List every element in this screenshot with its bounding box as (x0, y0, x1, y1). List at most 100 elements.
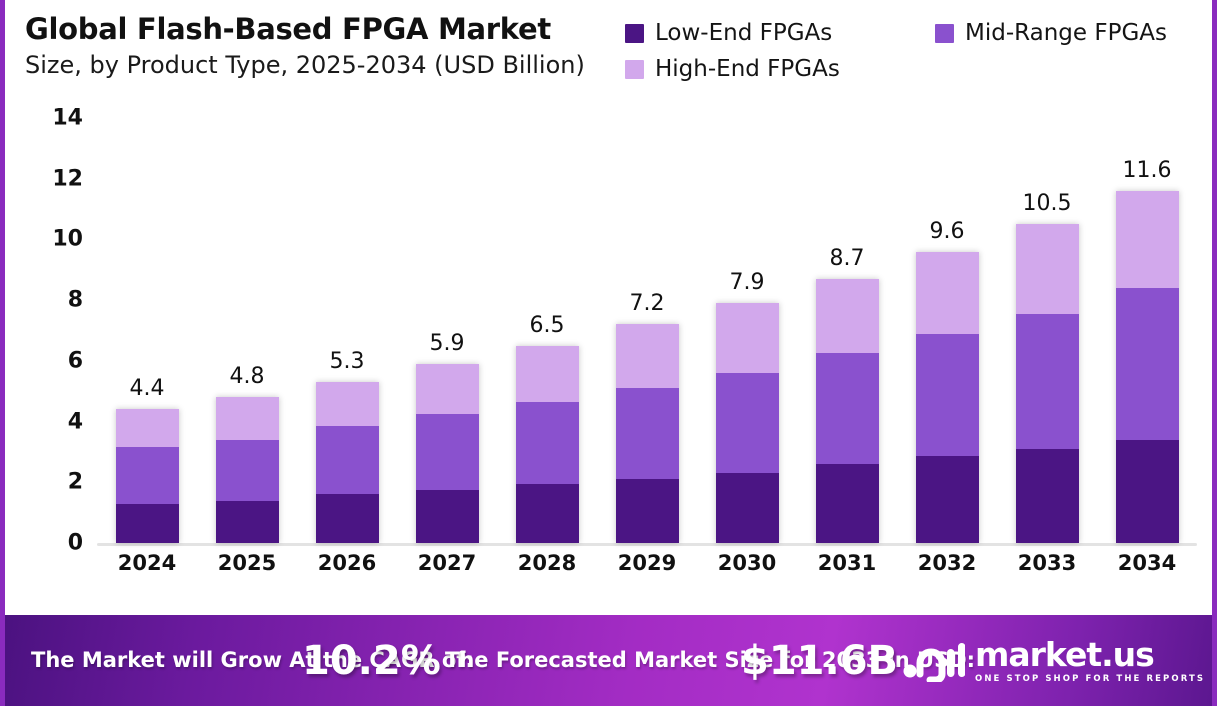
bar-segment[interactable] (215, 397, 279, 440)
bar-segment[interactable] (815, 353, 879, 465)
page-title: Global Flash-Based FPGA Market (25, 12, 551, 46)
brand-logo[interactable]: market.us ONE STOP SHOP FOR THE REPORTS (903, 638, 1205, 684)
bar-segment[interactable] (715, 303, 779, 374)
bar-value-label: 7.2 (629, 291, 665, 317)
x-axis-label: 2026 (317, 551, 377, 575)
bar-group[interactable]: 6.5 (497, 118, 597, 543)
bar-segment[interactable] (715, 473, 779, 543)
bar-value-label: 6.5 (529, 312, 565, 338)
bar-segment[interactable] (1115, 190, 1179, 289)
stacked-bar[interactable] (615, 324, 679, 543)
bar-segment[interactable] (215, 439, 279, 501)
brand-name: market.us (975, 634, 1155, 674)
stacked-bar[interactable] (315, 382, 379, 543)
legend-swatch-mid-range (935, 23, 954, 43)
legend-item-high-end[interactable]: High-End FPGAs (625, 56, 935, 82)
legend-swatch-low-end (625, 23, 644, 43)
bar-segment[interactable] (615, 479, 679, 543)
bar-segment[interactable] (415, 413, 479, 490)
stacked-bar[interactable] (215, 397, 279, 543)
x-axis-label: 2024 (117, 551, 177, 575)
stacked-bar[interactable] (715, 303, 779, 543)
bar-segment[interactable] (1015, 224, 1079, 314)
bar-segment[interactable] (915, 456, 979, 543)
bar-segment[interactable] (315, 382, 379, 427)
x-axis-label: 2032 (917, 551, 977, 575)
bar-segment[interactable] (815, 464, 879, 543)
bar-segment[interactable] (515, 401, 579, 484)
stacked-bar[interactable] (815, 278, 879, 543)
x-axis-line (97, 543, 1197, 546)
bar-segment[interactable] (1015, 313, 1079, 449)
x-axis-label: 2034 (1117, 551, 1177, 575)
legend-swatch-high-end (625, 59, 644, 79)
y-axis-tick: 0 (67, 530, 83, 556)
title-block: Global Flash-Based FPGA Market Size, by … (25, 12, 625, 80)
chart-legend: Low-End FPGAs Mid-Range FPGAs High-End F… (625, 20, 1205, 92)
bar-segment[interactable] (415, 363, 479, 414)
legend-label-low-end: Low-End FPGAs (655, 20, 833, 46)
y-axis-tick: 12 (52, 166, 83, 192)
forecast-label: The Forecasted Market Size for 2033 in U… (445, 647, 976, 672)
bar-group[interactable]: 5.3 (297, 118, 397, 543)
bar-group[interactable]: 8.7 (797, 118, 897, 543)
bar-segment[interactable] (615, 388, 679, 480)
y-axis-tick: 2 (67, 469, 83, 495)
stacked-bar[interactable] (415, 363, 479, 543)
bar-segment[interactable] (515, 345, 579, 402)
bar-group[interactable]: 7.9 (697, 118, 797, 543)
x-axis-label: 2030 (717, 551, 777, 575)
bar-segment[interactable] (915, 251, 979, 334)
y-axis-tick: 10 (52, 226, 83, 252)
bar-segment[interactable] (115, 447, 179, 504)
bar-value-label: 5.9 (429, 330, 465, 356)
bar-segment[interactable] (915, 333, 979, 457)
legend-label-mid-range: Mid-Range FPGAs (965, 20, 1167, 46)
bar-segment[interactable] (815, 278, 879, 354)
bar-segment[interactable] (1115, 288, 1179, 440)
bar-segment[interactable] (515, 483, 579, 543)
y-axis: 0 2 4 6 8 10 12 14 (5, 106, 97, 556)
stacked-bar[interactable] (1015, 224, 1079, 543)
stacked-bar[interactable] (515, 345, 579, 543)
bar-segment[interactable] (115, 503, 179, 543)
bar-segment[interactable] (315, 494, 379, 543)
legend-item-low-end[interactable]: Low-End FPGAs (625, 20, 935, 46)
bar-segment[interactable] (115, 409, 179, 448)
x-axis-label: 2028 (517, 551, 577, 575)
bar-segment[interactable] (315, 426, 379, 495)
bar-group[interactable]: 7.2 (597, 118, 697, 543)
x-axis-label: 2025 (217, 551, 277, 575)
bar-value-label: 7.9 (729, 270, 765, 296)
bar-group[interactable]: 4.8 (197, 118, 297, 543)
bar-group[interactable]: 9.6 (897, 118, 997, 543)
bar-segment[interactable] (1115, 439, 1179, 543)
stacked-bar[interactable] (915, 251, 979, 543)
stacked-bar[interactable] (1115, 190, 1179, 543)
legend-row-1: Low-End FPGAs Mid-Range FPGAs (625, 20, 1205, 56)
chart-header: Global Flash-Based FPGA Market Size, by … (5, 0, 1212, 118)
x-axis-label: 2033 (1017, 551, 1077, 575)
legend-item-mid-range[interactable]: Mid-Range FPGAs (935, 20, 1195, 46)
bar-series-container: 4.4 4.8 5.3 5.9 6.5 7.2 7.9 8.7 9.6 10.5 11.6 (97, 118, 1197, 543)
chart-plot-area: 0 2 4 6 8 10 12 14 4.4 4.8 5.3 5.9 6.5 7.2 7.9 8.7 9.6 1… (5, 106, 1212, 605)
bar-segment[interactable] (415, 489, 479, 543)
bar-segment[interactable] (615, 324, 679, 389)
bar-value-label: 10.5 (1022, 191, 1072, 217)
page-subtitle: Size, by Product Type, 2025-2034 (USD Bi… (25, 51, 585, 80)
bar-group[interactable]: 11.6 (1097, 118, 1197, 543)
bar-segment[interactable] (1015, 448, 1079, 543)
bar-group[interactable]: 4.4 (97, 118, 197, 543)
y-axis-tick: 4 (67, 409, 83, 435)
bar-group[interactable]: 10.5 (997, 118, 1097, 543)
bar-segment[interactable] (215, 500, 279, 543)
cagr-label: The Market will Grow At the CAGR of: (31, 647, 474, 672)
bar-group[interactable]: 5.9 (397, 118, 497, 543)
bar-segment[interactable] (715, 373, 779, 474)
legend-row-2: High-End FPGAs (625, 56, 1205, 92)
forecast-value: $11.6B (741, 637, 899, 684)
stacked-bar[interactable] (115, 409, 179, 543)
bar-value-label: 5.3 (329, 349, 365, 375)
y-axis-tick: 14 (52, 105, 83, 131)
